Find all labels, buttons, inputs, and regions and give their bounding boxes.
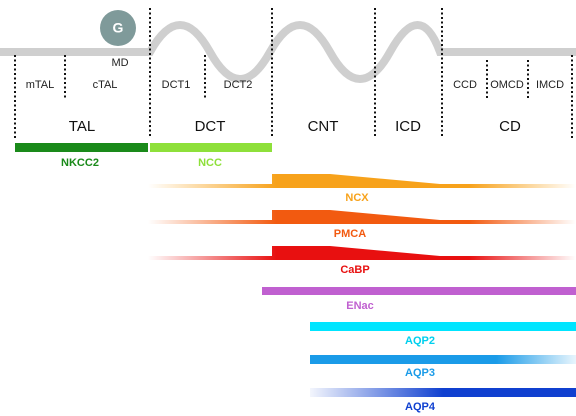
aqp2-bar bbox=[310, 322, 576, 331]
transporter-label: NCC bbox=[198, 157, 222, 169]
segment-label: CD bbox=[499, 118, 521, 135]
nkcc2-bar bbox=[15, 143, 148, 152]
transporter-label: CaBP bbox=[340, 264, 369, 276]
subsegment-label: IMCD bbox=[536, 79, 564, 91]
marker-label: G bbox=[113, 20, 124, 36]
aqp4-bar bbox=[310, 388, 576, 397]
segment-label: TAL bbox=[69, 118, 95, 135]
marker-caption: MD bbox=[111, 57, 128, 69]
transporter-label: NKCC2 bbox=[61, 157, 99, 169]
segment-label: ICD bbox=[395, 118, 421, 135]
segment-label: DCT bbox=[195, 118, 226, 135]
subsegment-label: mTAL bbox=[26, 79, 55, 91]
transporter-label: AQP3 bbox=[405, 367, 435, 379]
transporter-label: AQP2 bbox=[405, 335, 435, 347]
nephron-diagram: G MD mTAL cTAL DCT1 DCT2 CCD OMCD IMCD T… bbox=[0, 0, 576, 416]
cabp-profile bbox=[148, 246, 576, 260]
enac-bar bbox=[262, 287, 576, 295]
segment-label: CNT bbox=[308, 118, 339, 135]
subsegment-label: DCT2 bbox=[224, 79, 253, 91]
pmca-profile bbox=[148, 210, 576, 224]
transporter-label: PMCA bbox=[334, 228, 366, 240]
subsegment-label: DCT1 bbox=[162, 79, 191, 91]
subsegment-label: cTAL bbox=[93, 79, 118, 91]
transporter-label: ENac bbox=[346, 300, 374, 312]
transporter-label: AQP4 bbox=[405, 401, 436, 413]
ncx-profile bbox=[148, 174, 576, 188]
aqp3-bar bbox=[310, 355, 576, 364]
tubule bbox=[0, 25, 576, 79]
transporter-label: NCX bbox=[345, 192, 369, 204]
subsegment-label: CCD bbox=[453, 79, 477, 91]
ncc-bar bbox=[150, 143, 272, 152]
subsegment-label: OMCD bbox=[490, 79, 524, 91]
